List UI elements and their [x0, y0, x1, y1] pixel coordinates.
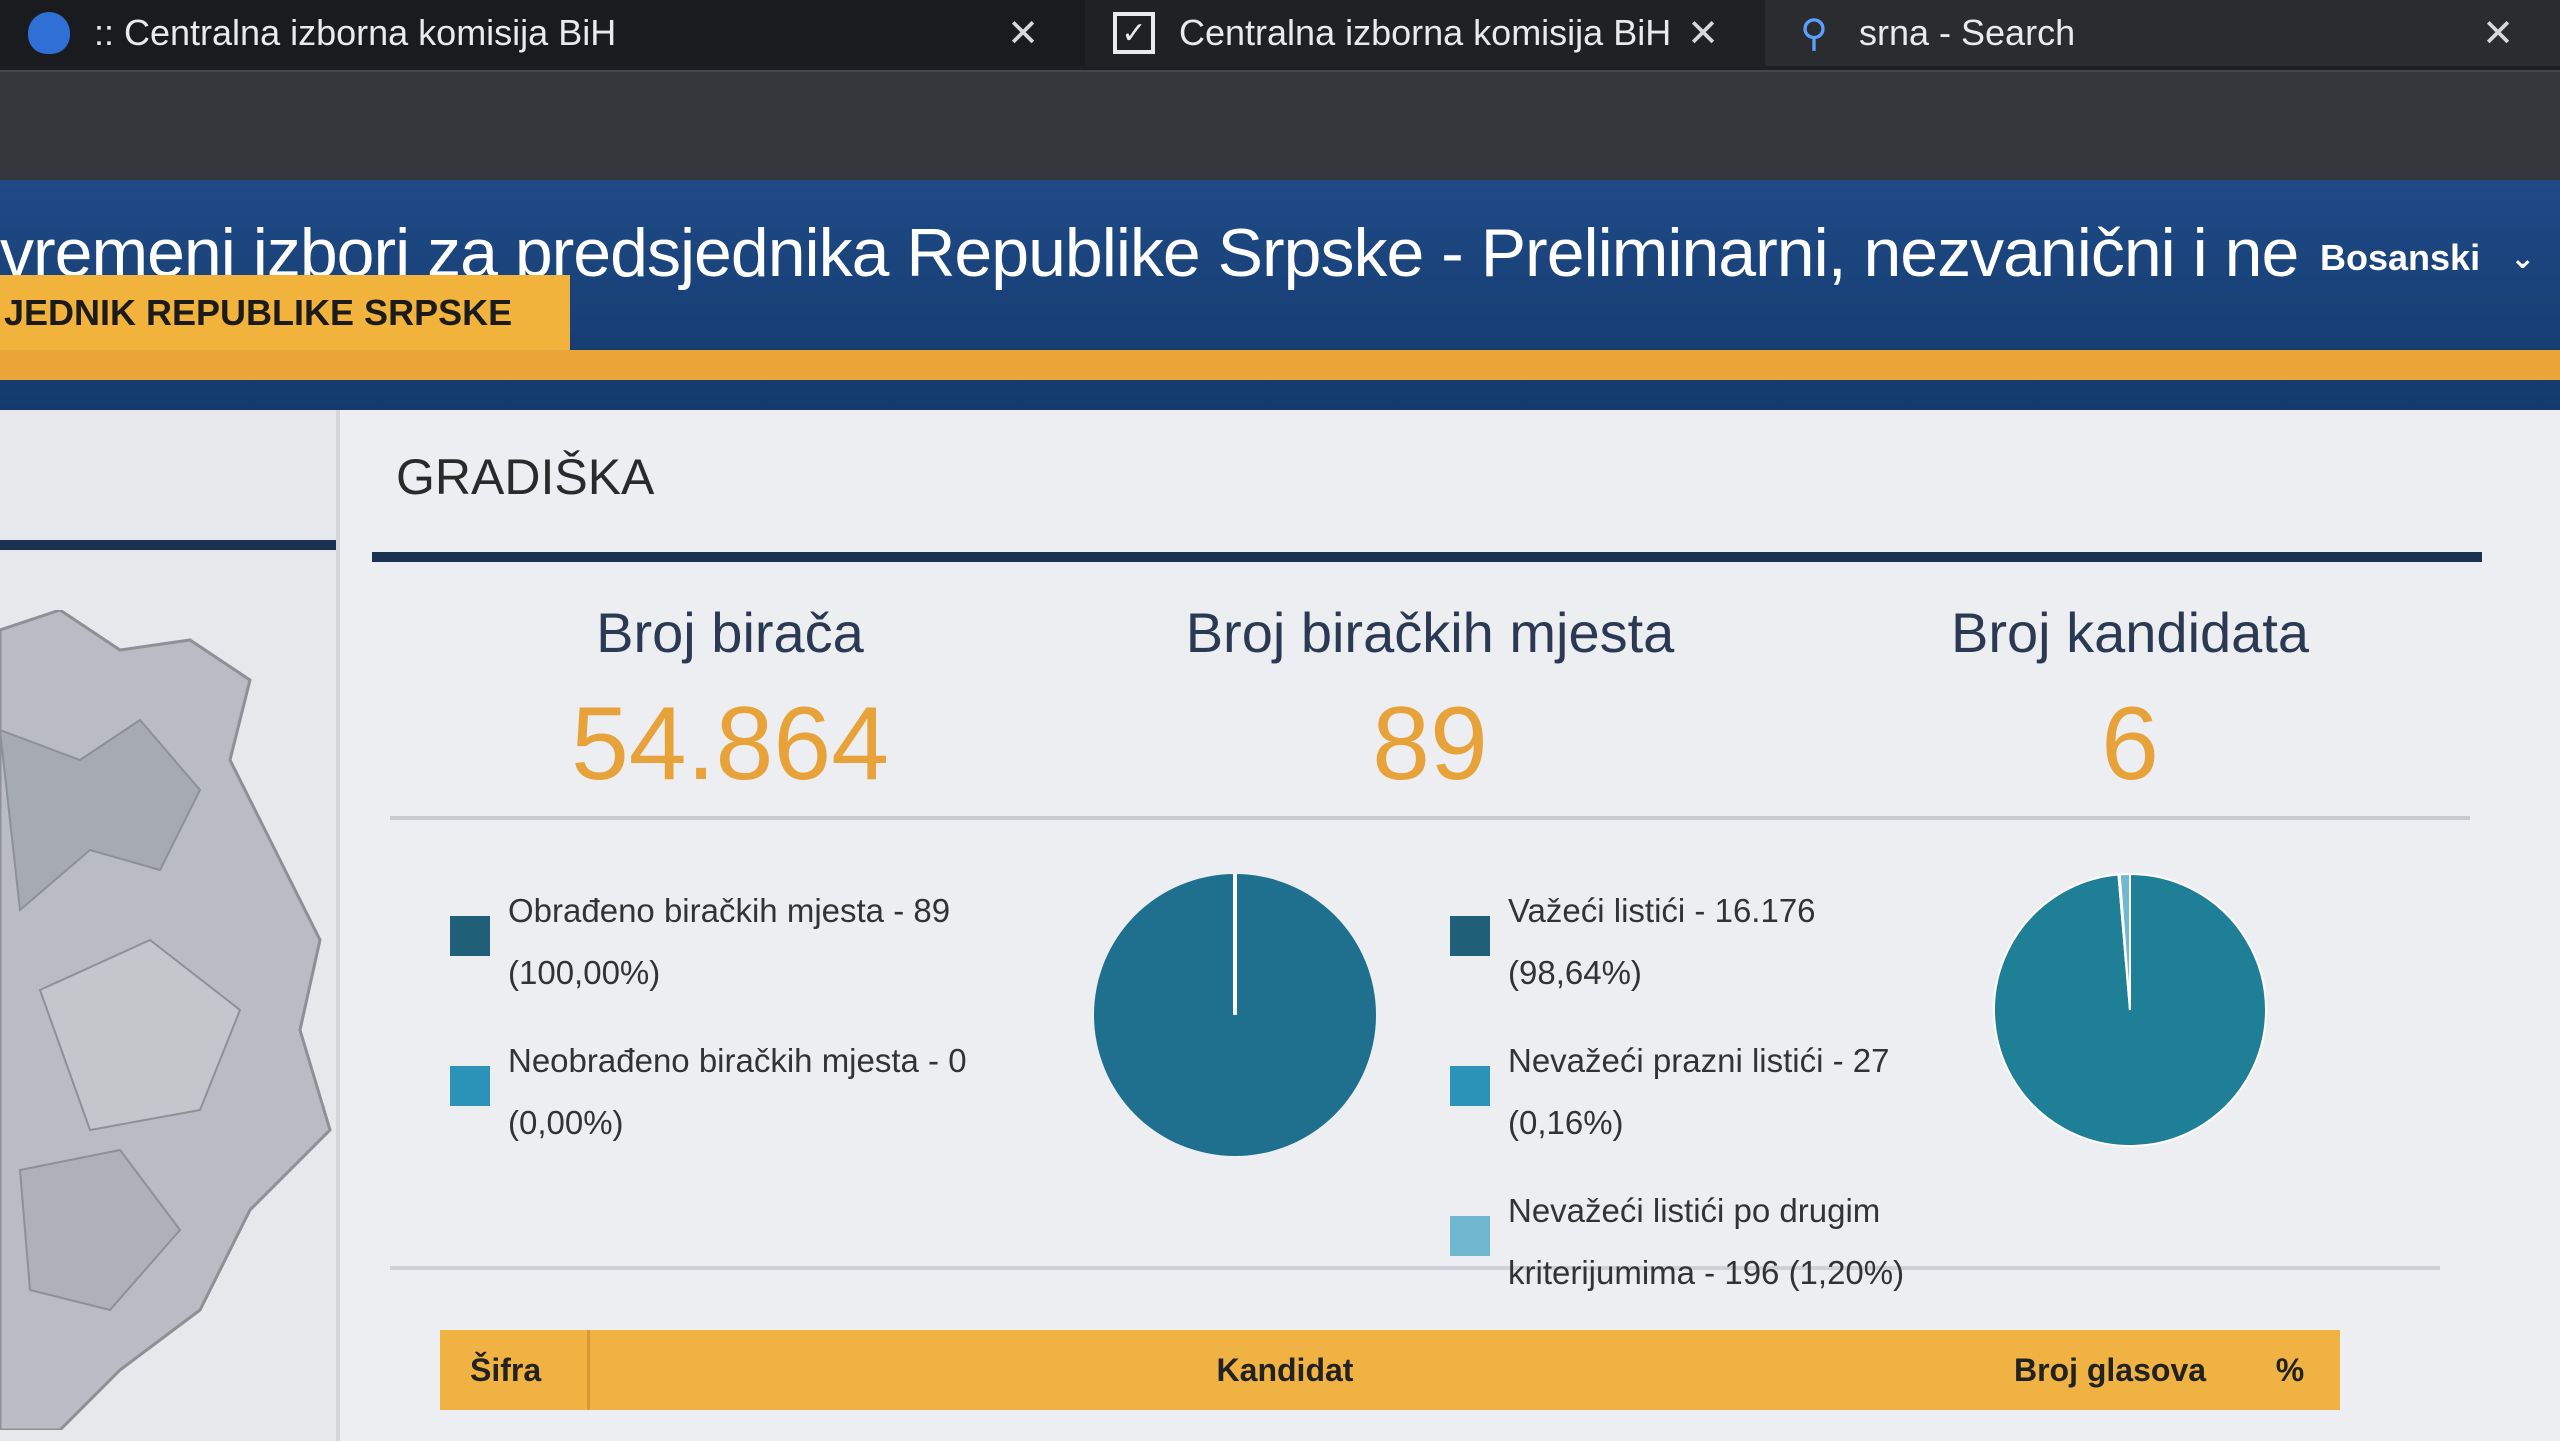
column-header-code[interactable]: Šifra [440, 1330, 590, 1410]
stat-label: Broj biračkih mjesta [1185, 601, 1675, 664]
tab-title: Centralna izborna komisija BiH - I [1179, 12, 1670, 53]
polling-legend: Obrađeno biračkih mjesta - 89 (100,00%) … [450, 880, 1010, 1180]
legend-swatch [1450, 1066, 1490, 1106]
stat-value: 89 [1372, 686, 1488, 802]
results-content: GRADIŠKA Broj birača 54.864 Broj birački… [360, 410, 2510, 1441]
site-header: vremeni izbori za predsjednika Republike… [0, 180, 2560, 410]
legend-line: Nevažeći prazni listići - 27 [1508, 1042, 1890, 1079]
stat-candidates: Broj kandidata 6 [1790, 570, 2470, 804]
column-header-votes[interactable]: Broj glasova [2013, 1351, 2207, 1388]
legend-line: (0,16%) [1508, 1104, 1624, 1141]
title-divider [372, 552, 2482, 562]
language-value: Bosanski [2320, 237, 2481, 278]
results-table-header: Šifra Kandidat Broj glasova % [440, 1330, 2340, 1410]
browser-toolbar [0, 70, 2560, 180]
language-select[interactable]: Bosanski ⌄ [2320, 228, 2540, 288]
legend-text: Obrađeno biračkih mjesta - 89 (100,00%) [508, 880, 950, 1004]
legend-item: Obrađeno biračkih mjesta - 89 (100,00%) [450, 880, 1010, 1004]
pie-slice-neva-e-i-listi-i-po-drugim-kriterijumima[interactable] [2118, 872, 2131, 1011]
stats-row: Broj birača 54.864 Broj biračkih mjesta … [390, 570, 2470, 820]
legend-line: Nevažeći listići po drugim [1508, 1192, 1881, 1229]
municipality-title: GRADIŠKA [396, 449, 655, 505]
ballots-pie-chart[interactable] [1990, 870, 2270, 1150]
stat-label: Broj birača [596, 601, 864, 664]
close-icon[interactable]: ✕ [1687, 12, 1719, 55]
legend-line: kriterijumima - 196 (1,20%) [1508, 1254, 1905, 1291]
legend-swatch [1450, 916, 1490, 956]
legend-swatch [450, 1066, 490, 1106]
shield-icon [28, 12, 70, 54]
header-divider [0, 350, 2560, 380]
map-divider [0, 540, 336, 550]
close-icon[interactable]: ✕ [2482, 12, 2514, 55]
ballots-legend: Važeći listići - 16.176 (98,64%) Nevažeć… [1450, 880, 1970, 1330]
polling-pie-chart[interactable] [1090, 870, 1380, 1160]
legend-item: Nevažeći listići po drugim kriterijumima… [1450, 1180, 1970, 1304]
browser-tab-cik[interactable]: :: Centralna izborna komisija BiH ✕ [0, 0, 1085, 66]
legend-text: Nevažeći listići po drugim kriterijumima… [1508, 1180, 1904, 1304]
browser-tab-cik-active[interactable]: ✓ Centralna izborna komisija BiH - I ✕ [1085, 0, 1765, 66]
legend-item: Neobrađeno biračkih mjesta - 0 (0,00%) [450, 1030, 1010, 1154]
stat-value: 54.864 [570, 686, 890, 802]
chevron-down-icon: ⌄ [2510, 241, 2536, 275]
legend-line: (98,64%) [1508, 954, 1642, 991]
checkbox-icon: ✓ [1113, 12, 1155, 54]
legend-line: (0,00%) [508, 1104, 624, 1141]
browser-tab-strip: :: Centralna izborna komisija BiH ✕ ✓ Ce… [0, 0, 2560, 70]
stat-polling-stations: Broj biračkih mjesta 89 [1090, 570, 1770, 804]
legend-item: Važeći listići - 16.176 (98,64%) [1450, 880, 1970, 1004]
stat-voters: Broj birača 54.864 [390, 570, 1070, 804]
search-icon: ⚲ [1800, 12, 1828, 55]
municipality-map[interactable] [0, 610, 336, 1430]
tab-title: srna - Search [1859, 12, 2076, 53]
legend-text: Važeći listići - 16.176 (98,64%) [1508, 880, 1816, 1004]
legend-swatch [450, 916, 490, 956]
browser-tab-search[interactable]: ⚲ srna - Search ✕ [1765, 0, 2560, 66]
legend-text: Nevažeći prazni listići - 27 (0,16%) [1508, 1030, 1889, 1154]
column-header-candidate[interactable]: Kandidat [1216, 1351, 1354, 1388]
legend-line: Neobrađeno biračkih mjesta - 0 [508, 1042, 967, 1079]
close-icon[interactable]: ✕ [1007, 12, 1039, 55]
charts-row: Obrađeno biračkih mjesta - 89 (100,00%) … [390, 850, 2440, 1291]
legend-line: Važeći listići - 16.176 [1508, 892, 1816, 929]
map-panel [0, 410, 340, 1441]
web-page: vremeni izbori za predsjednika Republike… [0, 180, 2560, 1441]
legend-item: Nevažeći prazni listići - 27 (0,16%) [1450, 1030, 1970, 1154]
stat-value: 6 [2101, 686, 2159, 802]
legend-text: Neobrađeno biračkih mjesta - 0 (0,00%) [508, 1030, 967, 1154]
tab-president-rs[interactable]: JEDNIK REPUBLIKE SRPSKE [0, 275, 570, 350]
tab-title: :: Centralna izborna komisija BiH [94, 12, 617, 53]
legend-line: (100,00%) [508, 954, 661, 991]
legend-line: Obrađeno biračkih mjesta - 89 [508, 892, 951, 929]
stat-label: Broj kandidata [1950, 601, 2309, 664]
column-header-percent[interactable]: % [2275, 1351, 2305, 1388]
legend-swatch [1450, 1216, 1490, 1256]
